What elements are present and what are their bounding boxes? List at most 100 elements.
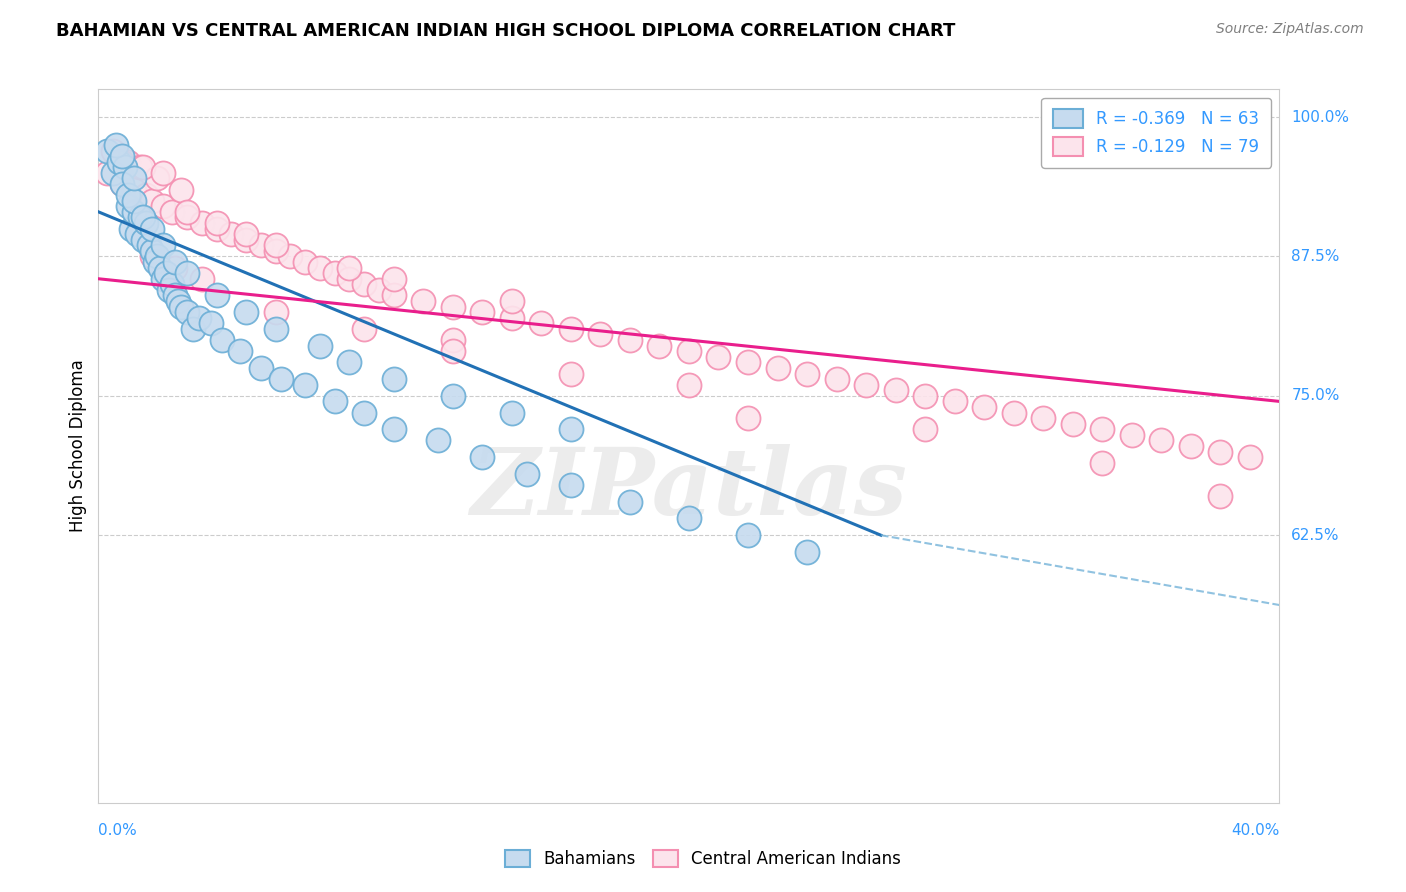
Point	[146, 171, 169, 186]
Point	[264, 305, 287, 319]
Point	[111, 177, 134, 191]
Point	[589, 327, 612, 342]
Point	[128, 211, 150, 225]
Point	[176, 266, 198, 280]
Point	[323, 266, 346, 280]
Point	[165, 255, 187, 269]
Point	[294, 255, 316, 269]
Point	[560, 422, 582, 436]
Point	[141, 221, 163, 235]
Point	[1091, 456, 1114, 470]
Text: Source: ZipAtlas.com: Source: ZipAtlas.com	[1216, 22, 1364, 37]
Point	[105, 137, 128, 152]
Point	[353, 405, 375, 419]
Point	[441, 333, 464, 347]
Point	[141, 194, 163, 208]
Point	[1002, 405, 1025, 419]
Point	[117, 199, 139, 213]
Point	[128, 160, 150, 174]
Text: 100.0%: 100.0%	[1291, 110, 1350, 125]
Point	[270, 372, 292, 386]
Point	[165, 288, 187, 302]
Point	[152, 271, 174, 285]
Point	[211, 333, 233, 347]
Point	[1209, 489, 1232, 503]
Point	[235, 305, 257, 319]
Point	[111, 154, 134, 169]
Legend: Bahamians, Central American Indians: Bahamians, Central American Indians	[499, 843, 907, 875]
Point	[1121, 427, 1143, 442]
Point	[471, 305, 494, 319]
Point	[648, 338, 671, 352]
Y-axis label: High School Diploma: High School Diploma	[69, 359, 87, 533]
Point	[264, 322, 287, 336]
Text: 0.0%: 0.0%	[98, 822, 138, 838]
Point	[278, 249, 302, 263]
Point	[766, 360, 789, 375]
Point	[96, 166, 118, 180]
Point	[191, 271, 214, 285]
Point	[412, 293, 434, 308]
Point	[103, 166, 125, 180]
Point	[382, 372, 405, 386]
Point	[200, 316, 222, 330]
Point	[382, 288, 405, 302]
Point	[560, 478, 582, 492]
Point	[441, 300, 464, 314]
Text: BAHAMIAN VS CENTRAL AMERICAN INDIAN HIGH SCHOOL DIPLOMA CORRELATION CHART: BAHAMIAN VS CENTRAL AMERICAN INDIAN HIGH…	[56, 22, 956, 40]
Point	[205, 221, 228, 235]
Point	[530, 316, 553, 330]
Point	[157, 283, 180, 297]
Point	[1091, 422, 1114, 436]
Point	[120, 221, 142, 235]
Text: ZIPatlas: ZIPatlas	[471, 444, 907, 533]
Point	[229, 344, 252, 359]
Point	[125, 227, 148, 241]
Point	[1239, 450, 1261, 465]
Point	[138, 238, 160, 252]
Text: 40.0%: 40.0%	[1232, 822, 1279, 838]
Point	[737, 528, 759, 542]
Point	[619, 494, 641, 508]
Point	[132, 233, 155, 247]
Point	[176, 204, 198, 219]
Point	[114, 160, 136, 174]
Point	[122, 204, 145, 219]
Point	[132, 211, 155, 225]
Point	[235, 233, 257, 247]
Point	[678, 511, 700, 525]
Point	[205, 216, 228, 230]
Point	[152, 238, 174, 252]
Point	[167, 293, 190, 308]
Point	[707, 350, 730, 364]
Point	[103, 144, 125, 158]
Point	[264, 238, 287, 252]
Point	[96, 144, 118, 158]
Point	[678, 344, 700, 359]
Point	[337, 260, 360, 275]
Point	[250, 360, 273, 375]
Point	[264, 244, 287, 258]
Point	[515, 467, 537, 481]
Point	[155, 266, 177, 280]
Point	[382, 271, 405, 285]
Point	[973, 400, 995, 414]
Point	[162, 204, 183, 219]
Point	[143, 255, 166, 269]
Point	[141, 244, 163, 258]
Point	[943, 394, 966, 409]
Point	[884, 384, 907, 398]
Point	[1062, 417, 1084, 431]
Point	[337, 271, 360, 285]
Point	[176, 305, 198, 319]
Point	[309, 338, 332, 352]
Point	[111, 149, 134, 163]
Point	[122, 194, 145, 208]
Point	[141, 249, 163, 263]
Point	[619, 333, 641, 347]
Point	[678, 377, 700, 392]
Point	[796, 545, 818, 559]
Point	[235, 227, 257, 241]
Point	[117, 188, 139, 202]
Point	[250, 238, 273, 252]
